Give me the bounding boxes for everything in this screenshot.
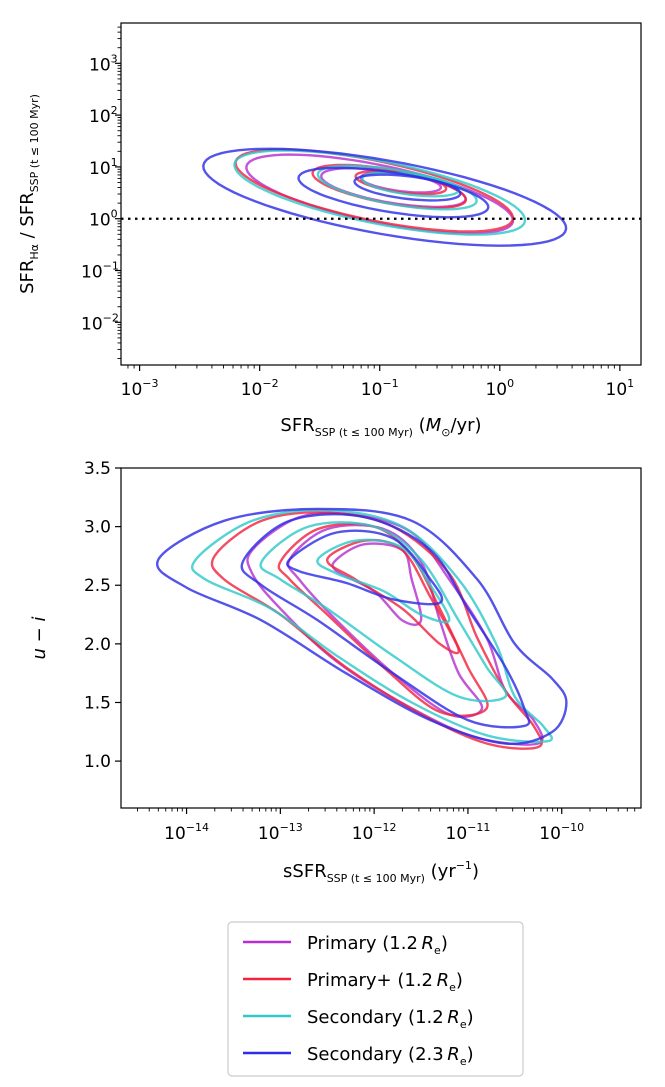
- legend-entries: Primary (1.2 Re) Primary+ (1.2 Re) Seconda…: [243, 933, 474, 1068]
- bottom-x-tick-label: 10−14: [164, 821, 209, 844]
- bottom-x-tick-label: 10−10: [539, 821, 584, 844]
- top-x-tick-label: 101: [606, 377, 635, 400]
- bottom-y-ticks: 1.0 1.5 2.0 2.5 3.0 3.5: [84, 459, 121, 772]
- top-x-tick-label: 10−1: [361, 377, 399, 400]
- bottom-y-tick-label: 2.0: [84, 635, 111, 655]
- top-x-ticks: 10−3 10−2 10−1 100 101: [121, 365, 635, 400]
- bottom-contour-1-0: [210, 511, 543, 750]
- top-y-label: SFRHα / SFRSSP (t ≤ 100 Myr): [17, 94, 41, 294]
- top-y-tick-label: 102: [89, 104, 118, 127]
- bottom-y-tick-label: 1.0: [84, 752, 111, 772]
- bottom-y-tick-label: 2.5: [84, 576, 111, 596]
- top-y-tick-label: 10−2: [81, 311, 119, 334]
- bottom-contour-2-1: [259, 521, 508, 703]
- bottom-y-tick-label: 3.5: [84, 459, 111, 479]
- legend-box: [227, 921, 524, 1077]
- top-y-ticks: 10−2 10−1 100 101 102 103: [81, 26, 121, 359]
- bottom-contour-3-2: [286, 529, 444, 606]
- top-contour-2-0: [233, 149, 527, 236]
- top-contour-3-1: [297, 166, 490, 219]
- legend-label-secondary-1-2: Secondary (1.2 Re): [307, 1007, 474, 1031]
- legend: Primary (1.2 Re) Primary+ (1.2 Re) Seconda…: [227, 921, 524, 1077]
- bottom-x-tick-label: 10−11: [446, 821, 491, 844]
- bottom-x-ticks: 10−14 10−13 10−12 10−11 10−10: [137, 808, 636, 844]
- top-contours: [202, 147, 568, 247]
- top-y-tick-label: 100: [89, 208, 118, 231]
- bottom-y-tick-label: 3.0: [84, 518, 111, 538]
- bottom-x-label: sSFRSSP (t ≤ 100 Myr) (yr−1): [283, 859, 479, 885]
- bottom-contour-2-0: [190, 508, 553, 744]
- bottom-x-tick-label: 10−13: [258, 821, 303, 844]
- bottom-x-tick-label: 10−12: [352, 821, 397, 844]
- bottom-y-tick-label: 1.5: [84, 693, 111, 713]
- top-y-tick-label: 103: [89, 52, 118, 75]
- bottom-contour-3-0: [155, 507, 568, 746]
- top-contour-3-2: [353, 173, 462, 202]
- top-x-tick-label: 10−2: [241, 377, 279, 400]
- top-panel: 10−3 10−2 10−1 100 101 10−210−1100101102103 …: [17, 22, 642, 439]
- top-y-tick-label: 101: [89, 156, 118, 179]
- legend-label-secondary-2-3: Secondary (2.3 Re): [307, 1044, 474, 1068]
- top-x-tick-label: 10−3: [121, 377, 159, 400]
- bottom-contour-3-1: [240, 513, 531, 729]
- top-x-tick-label: 100: [485, 377, 514, 400]
- bottom-panel: 10−14 10−13 10−12 10−11 10−10 1.0 1.5 2.0 2.5 3.…: [29, 459, 642, 885]
- top-y-tick-label: 10−1: [81, 260, 119, 283]
- top-x-label: SFRSSP (t ≤ 100 Myr) (M⊙/yr): [280, 415, 481, 439]
- top-contour-3-0: [202, 147, 568, 247]
- bottom-contours: [155, 507, 568, 750]
- bottom-axes-frame: [120, 467, 642, 809]
- bottom-y-label: u − i: [29, 617, 50, 660]
- legend-label-primary-plus: Primary+ (1.2 Re): [307, 970, 463, 994]
- bottom-contour-2-2: [316, 538, 451, 624]
- legend-label-primary: Primary (1.2 Re): [307, 933, 448, 957]
